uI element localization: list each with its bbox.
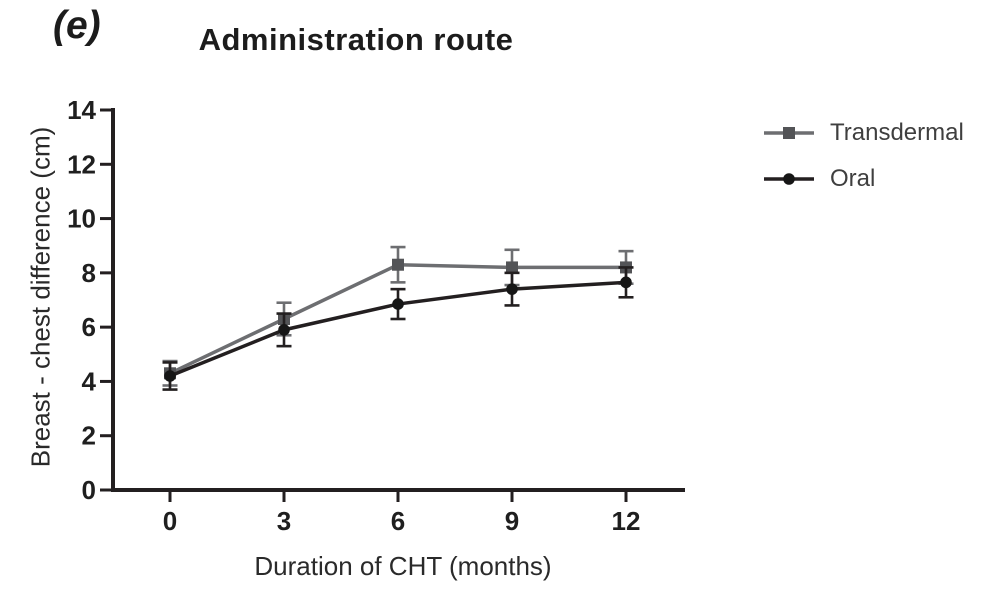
svg-text:14: 14: [67, 95, 96, 125]
svg-text:0: 0: [163, 506, 177, 536]
svg-text:6: 6: [391, 506, 405, 536]
svg-text:3: 3: [277, 506, 291, 536]
legend: Transdermal Oral: [764, 110, 964, 202]
oral-circle-marker-icon: [764, 173, 814, 185]
svg-text:12: 12: [612, 506, 641, 536]
legend-item-oral: Oral: [764, 156, 964, 202]
svg-text:6: 6: [82, 312, 96, 342]
x-axis-title: Duration of CHT (months): [254, 551, 552, 581]
transdermal-square-marker-icon: [764, 127, 814, 139]
svg-text:12: 12: [67, 149, 96, 179]
chart-title: Administration route: [198, 22, 514, 57]
legend-label-transdermal: Transdermal: [830, 119, 964, 146]
svg-text:8: 8: [82, 258, 96, 288]
svg-text:0: 0: [82, 475, 96, 505]
svg-text:9: 9: [505, 506, 519, 536]
panel-label: (e): [53, 4, 101, 47]
legend-item-transdermal: Transdermal: [764, 110, 964, 156]
svg-text:10: 10: [67, 204, 96, 234]
svg-text:2: 2: [82, 421, 96, 451]
svg-text:4: 4: [82, 366, 97, 396]
legend-label-oral: Oral: [830, 165, 876, 192]
